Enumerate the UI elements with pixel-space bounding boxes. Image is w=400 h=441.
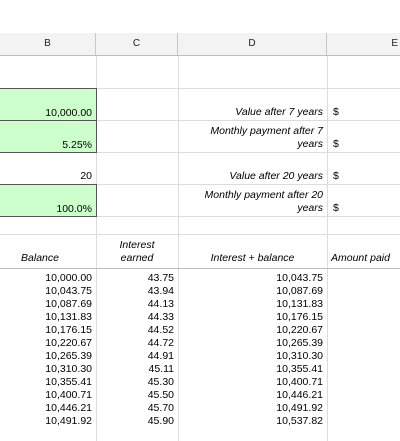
table-row: 10,000.00 43.75 10,043.75 (0, 272, 400, 284)
balance-header: Balance (21, 252, 59, 264)
balance-cell[interactable]: 10,043.75 (45, 285, 92, 297)
monthly-after-7-label-line1: Monthly payment after 7 (210, 125, 323, 137)
table-row: 10,131.83 44.33 10,176.15 (0, 311, 400, 323)
total-cell[interactable]: 10,310.30 (276, 350, 323, 362)
grid-line (0, 88, 400, 89)
amount-paid-header: Amount paid (331, 252, 390, 264)
balance-cell[interactable]: 10,400.71 (45, 389, 92, 401)
table-row: 10,446.21 45.70 10,491.92 (0, 402, 400, 414)
balance-cell[interactable]: 10,265.39 (45, 350, 92, 362)
grid-line (327, 56, 328, 441)
table-row: 10,310.30 45.11 10,355.41 (0, 363, 400, 375)
interest-cell[interactable]: 44.33 (147, 311, 174, 323)
column-header-e[interactable]: E (391, 38, 398, 49)
total-cell[interactable]: 10,043.75 (276, 272, 323, 284)
total-cell[interactable]: 10,446.21 (276, 389, 323, 401)
monthly-after-7-label-line2: years (297, 138, 323, 150)
interest-cell[interactable]: 43.75 (147, 272, 174, 284)
currency-symbol: $ (333, 106, 339, 118)
table-row: 10,491.92 45.90 10,537.82 (0, 415, 400, 427)
column-header-c[interactable]: C (96, 33, 178, 55)
table-row: 10,087.69 44.13 10,131.83 (0, 298, 400, 310)
column-header-b[interactable]: B (0, 33, 96, 55)
interest-cell[interactable]: 44.72 (147, 337, 174, 349)
grid-line (0, 216, 400, 217)
currency-symbol: $ (333, 170, 339, 182)
total-cell[interactable]: 10,265.39 (276, 337, 323, 349)
interest-cell[interactable]: 45.70 (147, 402, 174, 414)
interest-cell[interactable]: 44.52 (147, 324, 174, 336)
principal-input-cell[interactable]: 10,000.00 (0, 88, 97, 121)
table-row: 10,355.41 45.30 10,400.71 (0, 376, 400, 388)
total-cell[interactable]: 10,537.82 (276, 415, 323, 427)
value-after-20-label: Value after 20 years (229, 170, 323, 182)
interest-cell[interactable]: 43.94 (147, 285, 174, 297)
grid-line (0, 120, 400, 121)
interest-balance-header: Interest + balance (210, 252, 295, 264)
total-cell[interactable]: 10,355.41 (276, 363, 323, 375)
grid-line (178, 56, 179, 441)
interest-cell[interactable]: 45.50 (147, 389, 174, 401)
formula-bar-area (0, 0, 400, 34)
grid-line (96, 56, 97, 441)
interest-cell[interactable]: 44.91 (147, 350, 174, 362)
monthly-after-20-label-line2: years (297, 202, 323, 214)
balance-cell[interactable]: 10,491.92 (45, 415, 92, 427)
pct-input-cell[interactable]: 100.0% (0, 184, 97, 217)
total-cell[interactable]: 10,491.92 (276, 402, 323, 414)
balance-cell[interactable]: 10,446.21 (45, 402, 92, 414)
column-header-d[interactable]: D (178, 33, 327, 55)
total-cell[interactable]: 10,220.67 (276, 324, 323, 336)
total-cell[interactable]: 10,400.71 (276, 376, 323, 388)
interest-cell[interactable]: 44.13 (147, 298, 174, 310)
table-row: 10,400.71 45.50 10,446.21 (0, 389, 400, 401)
total-cell[interactable]: 10,176.15 (276, 311, 323, 323)
monthly-after-20-label-line1: Monthly payment after 20 (204, 189, 323, 201)
balance-cell[interactable]: 10,176.15 (45, 324, 92, 336)
table-row: 10,265.39 44.91 10,310.30 (0, 350, 400, 362)
balance-cell[interactable]: 10,220.67 (45, 337, 92, 349)
interest-cell[interactable]: 45.30 (147, 376, 174, 388)
balance-cell[interactable]: 10,087.69 (45, 298, 92, 310)
table-row: 10,220.67 44.72 10,265.39 (0, 337, 400, 349)
table-row: 10,176.15 44.52 10,220.67 (0, 324, 400, 336)
balance-cell[interactable]: 10,355.41 (45, 376, 92, 388)
value-after-7-label: Value after 7 years (235, 106, 323, 118)
years-cell[interactable]: 20 (80, 170, 92, 182)
grid-line (0, 234, 400, 235)
interest-cell[interactable]: 45.11 (148, 363, 175, 375)
currency-symbol: $ (333, 202, 339, 214)
total-cell[interactable]: 10,087.69 (276, 285, 323, 297)
rate-input-cell[interactable]: 5.25% (0, 120, 97, 153)
grid-line (0, 152, 400, 153)
balance-cell[interactable]: 10,310.30 (45, 363, 92, 375)
table-row: 10,043.75 43.94 10,087.69 (0, 285, 400, 297)
total-cell[interactable]: 10,131.83 (276, 298, 323, 310)
interest-header-line1: Interest (119, 239, 155, 251)
column-header-bar: B C D E (0, 33, 400, 56)
grid-line (0, 268, 400, 269)
interest-cell[interactable]: 45.90 (147, 415, 174, 427)
balance-cell[interactable]: 10,000.00 (45, 272, 92, 284)
grid-line (0, 184, 400, 185)
interest-header-line2: earned (120, 252, 154, 264)
balance-cell[interactable]: 10,131.83 (45, 311, 92, 323)
currency-symbol: $ (333, 138, 339, 150)
